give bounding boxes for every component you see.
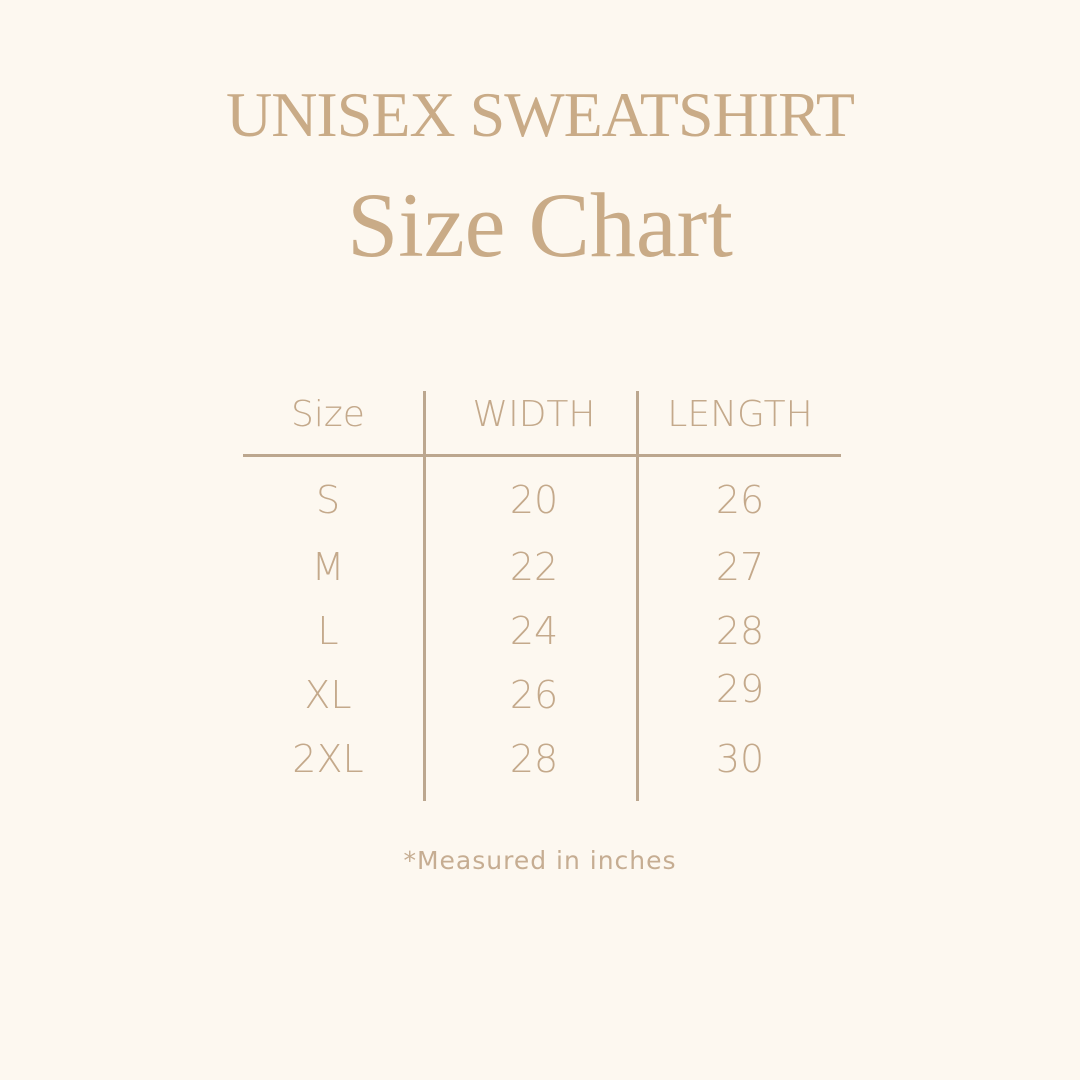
cell-width: 22 — [509, 545, 559, 589]
cell-length: 27 — [715, 545, 765, 589]
cell-width: 28 — [509, 737, 559, 781]
cell-size: L — [317, 609, 339, 653]
cell-length: 29 — [715, 667, 765, 711]
cell-size: XL — [304, 673, 352, 717]
header-width: WIDTH — [472, 394, 596, 435]
title: UNISEX SWEATSHIRT — [225, 79, 855, 150]
column-divider — [423, 391, 426, 801]
header-size: Size — [291, 394, 365, 435]
header-length: LENGTH — [667, 394, 813, 435]
column-divider — [636, 391, 639, 801]
cell-width: 20 — [509, 478, 559, 522]
cell-length: 26 — [715, 478, 765, 522]
cell-width: 26 — [509, 673, 559, 717]
subtitle: Size Chart — [347, 174, 733, 276]
cell-length: 28 — [715, 609, 765, 653]
cell-width: 24 — [509, 609, 559, 653]
measurement-note: *Measured in inches — [403, 846, 677, 875]
header-divider — [243, 454, 841, 457]
cell-size: M — [311, 545, 345, 589]
cell-size: 2XL — [292, 737, 364, 781]
cell-length: 30 — [715, 737, 765, 781]
cell-size: S — [315, 478, 341, 522]
